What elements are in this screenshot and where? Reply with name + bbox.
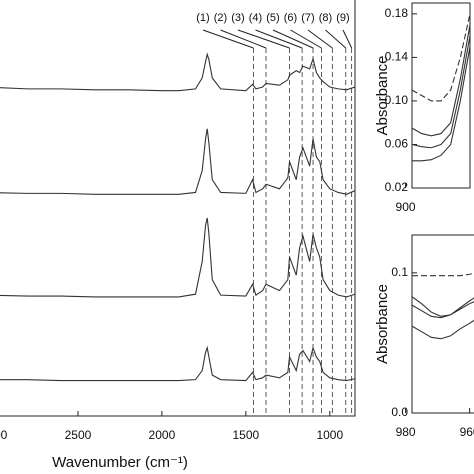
spectrum-line <box>0 345 355 382</box>
x-tick-label: 1000 <box>316 428 343 442</box>
x-tick-label: 2000 <box>149 428 176 442</box>
x-tick-label: 960 <box>460 425 474 439</box>
spectrum-line <box>412 272 474 277</box>
annotation-leader <box>220 29 267 49</box>
spectrum-line <box>0 217 355 298</box>
annotation-leader <box>255 29 303 49</box>
spectrum-line <box>412 24 470 137</box>
plot-frame <box>411 234 474 414</box>
y-tick-label: 0.10 <box>385 93 409 107</box>
spectrum-line <box>412 296 474 317</box>
spectrum-line <box>0 52 355 92</box>
x-axis-label: Wavenumber (cm⁻¹) <box>52 454 188 471</box>
x-tick-label: 3000 <box>0 428 8 442</box>
y-axis-label: Absorbance <box>374 284 391 364</box>
plot-frame <box>0 0 356 417</box>
x-tick-label: 900 <box>396 200 416 214</box>
annotation-leader <box>202 29 254 49</box>
y-tick-label: 0.02 <box>385 180 409 194</box>
spectrum-line <box>412 301 474 319</box>
spectrum-line <box>412 13 470 102</box>
x-tick-label: 980 <box>396 425 416 439</box>
annotation-label: (5) <box>266 12 279 24</box>
y-axis-label: Absorbance <box>374 55 391 135</box>
annotation-label: (7) <box>301 12 314 24</box>
annotation-label: (2) <box>214 12 227 24</box>
annotation-label: (6) <box>284 12 297 24</box>
x-tick-label: 1500 <box>233 428 260 442</box>
plot-area <box>412 272 474 340</box>
y-tick-label: 0.06 <box>385 137 409 151</box>
annotation-label: (3) <box>231 12 244 24</box>
annotation-label: (9) <box>336 12 349 24</box>
y-tick-label: 0.1 <box>391 265 408 279</box>
annotation-leader <box>237 29 290 49</box>
x-tick-label: 2500 <box>65 428 92 442</box>
annotation-leader <box>307 29 333 49</box>
annotation-leader <box>290 29 322 49</box>
y-tick-label: 0.18 <box>385 6 409 20</box>
annotation-label: (8) <box>319 12 332 24</box>
annotation-leader <box>325 29 347 49</box>
annotation-label: (1) <box>196 12 209 24</box>
plot-frame <box>411 2 471 189</box>
spectrum-line <box>412 35 470 149</box>
spectrum-line <box>0 128 355 195</box>
plot-area <box>0 48 355 416</box>
annotation-leader <box>272 29 314 49</box>
annotation-label: (4) <box>249 12 262 24</box>
spectrum-line <box>412 46 470 162</box>
y-tick-label: 0.14 <box>385 50 409 64</box>
plot-area <box>412 13 470 162</box>
annotation-leader <box>342 29 353 49</box>
spectrum-line <box>412 319 474 340</box>
y-tick-label: 0.0 <box>391 405 408 419</box>
